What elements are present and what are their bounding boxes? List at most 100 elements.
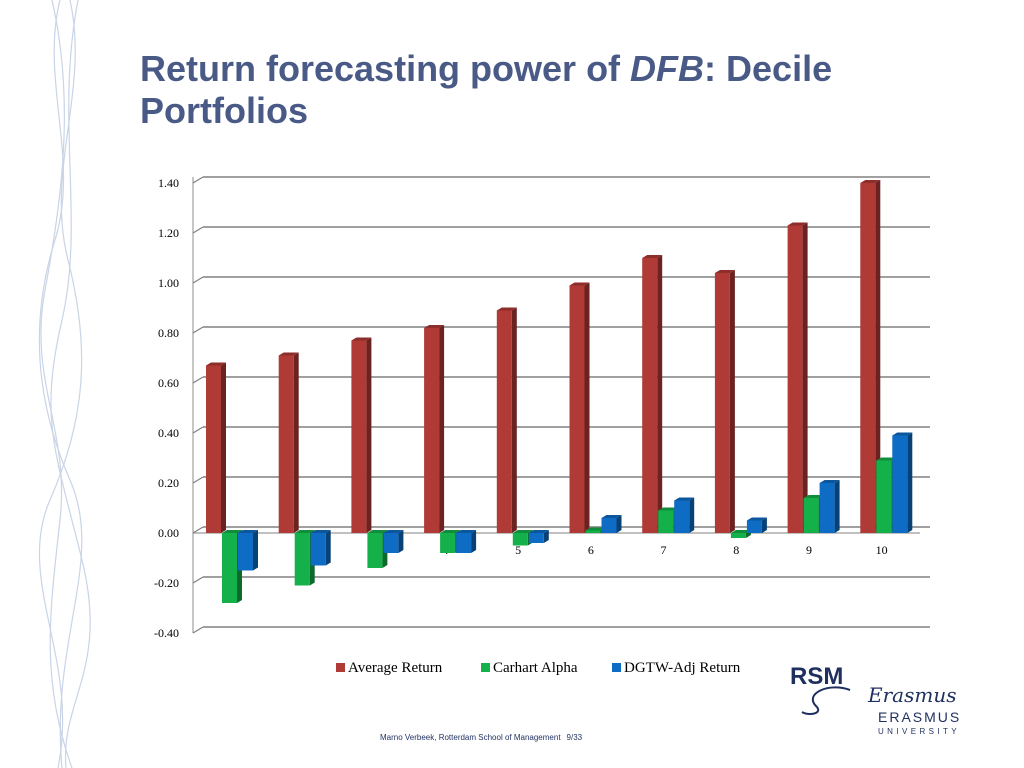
legend-label: Carhart Alpha bbox=[493, 660, 578, 676]
bar bbox=[642, 258, 658, 533]
bar bbox=[310, 533, 326, 566]
gridline-floor-edge bbox=[192, 626, 204, 634]
bar-top bbox=[512, 530, 533, 533]
bar bbox=[730, 533, 746, 538]
bar bbox=[585, 530, 601, 533]
bar-top bbox=[876, 457, 897, 461]
bar bbox=[424, 328, 440, 533]
bar bbox=[222, 533, 237, 603]
bar-top bbox=[674, 497, 695, 501]
bar-side bbox=[689, 497, 695, 533]
bar bbox=[278, 355, 294, 533]
bar-side bbox=[616, 515, 622, 533]
bar bbox=[674, 500, 690, 533]
gridline-floor-edge bbox=[192, 376, 204, 384]
bar-side bbox=[834, 480, 840, 533]
bar bbox=[351, 340, 367, 533]
bar-side bbox=[907, 432, 913, 533]
bar-top bbox=[238, 530, 258, 533]
bar-top bbox=[569, 282, 590, 286]
y-tick-label: 0.40 bbox=[158, 426, 179, 440]
bar-top bbox=[206, 362, 226, 366]
y-tick-label: 0.00 bbox=[158, 526, 179, 540]
legend-swatch bbox=[612, 663, 621, 672]
logo-signature: Erasmus bbox=[867, 683, 956, 707]
bar bbox=[892, 435, 908, 533]
x-tick-label: 8 bbox=[733, 543, 739, 557]
logo-rsm-text: RSM bbox=[790, 663, 843, 690]
bar-chart: 1.40 1.20 1.00 0.80 0.60 0.40 0.20 0.00 -0.20 -0.… bbox=[154, 176, 930, 676]
bar bbox=[601, 518, 617, 533]
bar-side bbox=[221, 362, 226, 533]
bar-top bbox=[746, 517, 767, 521]
bar bbox=[512, 533, 528, 546]
bar-top bbox=[496, 307, 517, 311]
logo-erasmus-text: ERASMUS bbox=[878, 709, 961, 725]
bar-side bbox=[657, 255, 663, 533]
gridline-floor-edge bbox=[192, 526, 204, 534]
bar bbox=[714, 273, 730, 533]
bar bbox=[440, 533, 456, 553]
bar-side bbox=[325, 530, 331, 566]
bar-top bbox=[278, 352, 299, 356]
bar bbox=[876, 460, 892, 533]
gridline-floor-edge bbox=[192, 326, 204, 334]
bar-side bbox=[439, 325, 445, 533]
x-tick-label: 7 bbox=[661, 543, 667, 557]
rsm-erasmus-logo: RSM Erasmus ERASMUS UNIVERSITY bbox=[790, 663, 961, 736]
gridline-floor-edge bbox=[192, 176, 204, 184]
bar-top bbox=[714, 270, 735, 273]
bar-top bbox=[367, 530, 388, 533]
bar bbox=[294, 533, 310, 586]
bar-top bbox=[787, 222, 808, 226]
gridline-floor-edge bbox=[192, 426, 204, 434]
bar bbox=[238, 533, 253, 571]
bar-top bbox=[601, 515, 622, 518]
bar bbox=[528, 533, 544, 543]
bar-top bbox=[860, 180, 881, 183]
slide-title: Return forecasting power of DFB: Decile … bbox=[140, 48, 980, 132]
bar bbox=[367, 533, 383, 568]
bar-top bbox=[528, 530, 549, 533]
bar-side bbox=[584, 282, 590, 533]
x-tick-label: 5 bbox=[515, 543, 521, 557]
footer-author: Marno Verbeek, Rotterdam School of Manag… bbox=[380, 733, 561, 742]
bar bbox=[819, 483, 835, 533]
title-italic-term: DFB bbox=[630, 48, 705, 89]
bar bbox=[456, 533, 472, 553]
bar bbox=[787, 225, 803, 533]
bar-top bbox=[351, 337, 372, 341]
x-tick-label: 9 bbox=[806, 543, 812, 557]
x-tick-label: 6 bbox=[588, 543, 594, 557]
legend-label: Average Return bbox=[348, 660, 443, 676]
bar-side bbox=[293, 352, 299, 533]
gridline-floor-edge bbox=[192, 476, 204, 484]
bar bbox=[860, 183, 876, 533]
bar-top bbox=[222, 530, 242, 533]
bar bbox=[206, 365, 221, 533]
bar-top bbox=[310, 530, 331, 533]
y-tick-label: 1.40 bbox=[158, 176, 179, 190]
bar bbox=[746, 520, 762, 533]
bar bbox=[658, 510, 674, 533]
footer-page-number: 9/33 bbox=[566, 733, 583, 742]
bar-side bbox=[471, 530, 477, 553]
bar-top bbox=[383, 530, 404, 533]
y-tick-label: -0.20 bbox=[154, 576, 179, 590]
bar-top bbox=[730, 530, 751, 533]
bar-top bbox=[892, 432, 913, 436]
bar-top bbox=[642, 255, 663, 258]
logo-university-text: UNIVERSITY bbox=[878, 727, 960, 736]
x-tick-label: 10 bbox=[876, 543, 888, 557]
bar-side bbox=[398, 530, 404, 553]
legend-swatch bbox=[336, 663, 345, 672]
y-tick-label: 1.00 bbox=[158, 276, 179, 290]
bar-side bbox=[511, 307, 517, 533]
bar-top bbox=[424, 325, 445, 328]
bar bbox=[496, 310, 512, 533]
gridline-floor-edge bbox=[192, 576, 204, 584]
bar bbox=[383, 533, 399, 553]
slide-footer: Marno Verbeek, Rotterdam School of Manag… bbox=[380, 733, 588, 742]
bar-top bbox=[803, 495, 824, 498]
y-tick-label: 0.20 bbox=[158, 476, 179, 490]
